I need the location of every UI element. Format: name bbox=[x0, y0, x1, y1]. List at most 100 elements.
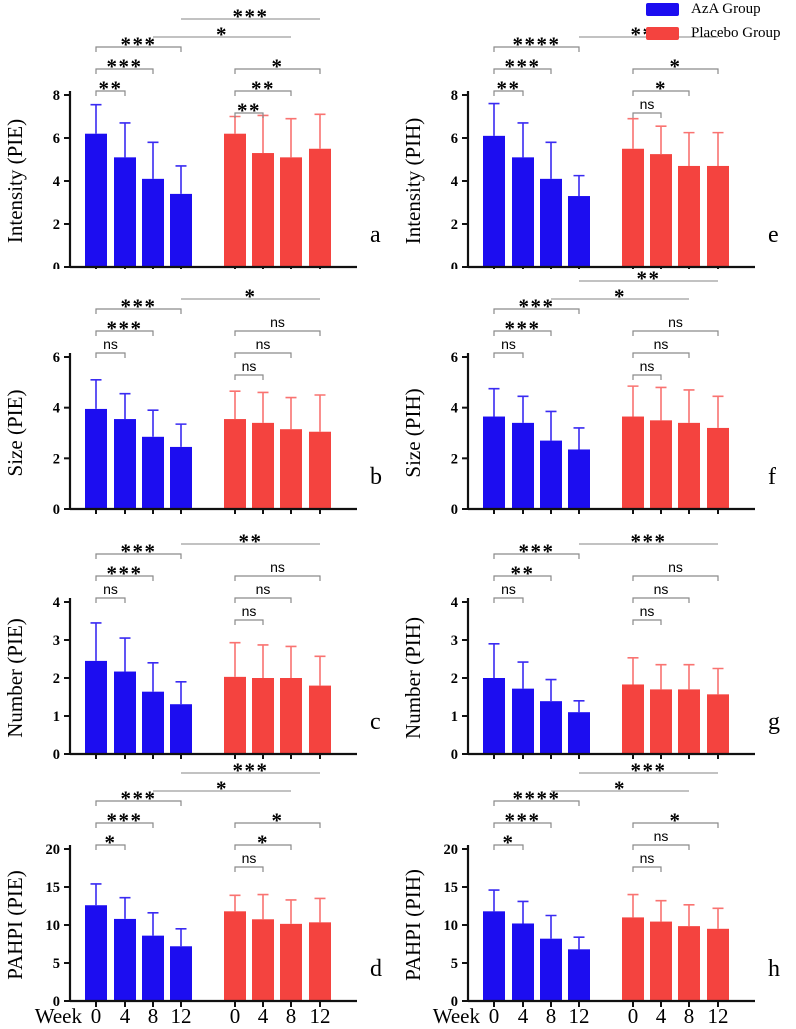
sig-bracket-aza-w0-vs-w4 bbox=[95, 90, 126, 96]
y-tick-label-3: 3 bbox=[53, 633, 60, 649]
bar-aza-week0 bbox=[85, 133, 107, 267]
sig-label-aza-w0-vs-w12: *** bbox=[519, 295, 555, 319]
bar-placebo-week12 bbox=[707, 427, 729, 509]
error-bar-aza-week8 bbox=[147, 409, 159, 437]
error-bar-aza-week8 bbox=[545, 410, 557, 441]
bar-placebo-week8 bbox=[678, 926, 700, 1001]
y-tick-label-0: 0 bbox=[53, 502, 60, 514]
sig-label-placebo-w0-vs-w4: ns bbox=[640, 96, 655, 112]
sig-bracket-placebo-w0-vs-w4 bbox=[234, 112, 264, 118]
sig-bracket-placebo-w0-vs-w8 bbox=[234, 352, 292, 358]
sig-label-placebo-w0-vs-w12: ns bbox=[668, 314, 683, 330]
y-axis-title: PAHPI (PIE) bbox=[3, 870, 27, 980]
sig-bracket-placebo-w0-vs-w8 bbox=[632, 90, 690, 96]
bar-placebo-week8 bbox=[678, 165, 700, 267]
error-bar-placebo-week4 bbox=[257, 893, 269, 920]
x-tick-label-week-12: 12 bbox=[171, 1004, 192, 1028]
bar-aza-week8 bbox=[540, 178, 562, 267]
bar-aza-week12 bbox=[170, 446, 192, 509]
x-axis-prefix-label: Week bbox=[433, 1004, 481, 1028]
sig-label-placebo-w0-vs-w12: * bbox=[670, 55, 682, 79]
error-bar-aza-week0 bbox=[488, 889, 500, 912]
sig-label-aza-w0-vs-w8: *** bbox=[505, 55, 541, 79]
y-tick-label-0: 0 bbox=[451, 994, 458, 1010]
bar-aza-week8 bbox=[142, 691, 164, 754]
y-tick-label-6: 6 bbox=[451, 131, 458, 147]
bar-aza-week0 bbox=[85, 660, 107, 754]
bar-placebo-week12 bbox=[707, 694, 729, 754]
bar-placebo-week4 bbox=[650, 921, 672, 1001]
y-tick-label-2: 2 bbox=[53, 217, 60, 233]
sig-bracket-aza-w0-vs-w4 bbox=[493, 844, 524, 850]
error-bar-placebo-week12 bbox=[314, 655, 326, 686]
sig-label-aza-w0-vs-w4: ns bbox=[501, 581, 516, 597]
sig-label-between-w12: ** bbox=[239, 530, 263, 554]
error-bar-aza-week12 bbox=[573, 427, 585, 450]
sig-label-placebo-w0-vs-w8: ns bbox=[256, 336, 271, 352]
x-tick-label-week-8: 8 bbox=[684, 1004, 695, 1028]
bar-placebo-week12 bbox=[309, 922, 331, 1001]
x-tick-label-week-4: 4 bbox=[656, 1004, 667, 1028]
y-tick-label-2: 2 bbox=[53, 671, 60, 687]
y-tick-label-8: 8 bbox=[53, 88, 60, 104]
y-tick-label-4: 4 bbox=[451, 595, 458, 611]
sig-label-aza-w0-vs-w8: ** bbox=[511, 562, 535, 586]
y-tick-label-10: 10 bbox=[444, 918, 459, 934]
y-axis-title: Number (PIE) bbox=[3, 618, 27, 738]
error-bar-placebo-week8 bbox=[285, 396, 297, 430]
bar-aza-week12 bbox=[568, 949, 590, 1001]
error-bar-aza-week4 bbox=[119, 122, 131, 158]
sig-bracket-aza-w0-vs-w12 bbox=[95, 800, 182, 806]
sig-label-between-w8: * bbox=[614, 285, 626, 309]
sig-bracket-aza-w0-vs-w8 bbox=[95, 330, 154, 336]
bar-placebo-week0 bbox=[622, 917, 644, 1001]
aza-color-swatch-icon bbox=[646, 3, 679, 16]
error-bar-aza-week12 bbox=[175, 165, 187, 194]
bar-placebo-week8 bbox=[280, 678, 302, 754]
x-tick-label-week-4: 4 bbox=[518, 1004, 529, 1028]
sig-label-aza-w0-vs-w12: *** bbox=[121, 33, 157, 57]
x-tick-label-week-8: 8 bbox=[546, 1004, 557, 1028]
error-bar-aza-week12 bbox=[175, 928, 187, 947]
sig-label-placebo-w0-vs-w8: * bbox=[257, 831, 269, 855]
error-bar-placebo-week12 bbox=[712, 907, 724, 929]
bar-aza-week12 bbox=[568, 196, 590, 267]
error-bar-placebo-week12 bbox=[314, 394, 326, 432]
error-bar-aza-week4 bbox=[517, 900, 529, 924]
y-tick-label-6: 6 bbox=[53, 131, 60, 147]
x-tick-label-week-8: 8 bbox=[148, 1004, 159, 1028]
sig-bracket-placebo-w0-vs-w8 bbox=[632, 844, 690, 850]
sig-label-aza-w0-vs-w8: *** bbox=[107, 55, 143, 79]
error-bar-aza-week8 bbox=[147, 662, 159, 692]
bar-aza-week0 bbox=[483, 135, 505, 267]
sig-bracket-placebo-w0-vs-w4 bbox=[632, 619, 662, 625]
sig-bracket-placebo-w0-vs-w8 bbox=[632, 352, 690, 358]
bar-placebo-week0 bbox=[224, 133, 246, 267]
y-tick-label-1: 1 bbox=[451, 709, 458, 725]
y-tick-label-20: 20 bbox=[46, 842, 61, 858]
error-bar-placebo-week0 bbox=[627, 385, 639, 417]
bar-placebo-week0 bbox=[224, 419, 246, 509]
legend-label-aza: AzA Group bbox=[691, 1, 761, 17]
sig-bracket-placebo-w0-vs-w12 bbox=[632, 68, 719, 74]
sig-label-aza-w0-vs-w12: *** bbox=[519, 540, 555, 564]
bar-placebo-week4 bbox=[650, 154, 672, 267]
sig-label-aza-w0-vs-w4: ns bbox=[103, 581, 118, 597]
sig-label-between-w8: * bbox=[614, 777, 626, 801]
legend: AzA Group Placebo Group bbox=[646, 2, 781, 41]
sig-label-aza-w0-vs-w8: *** bbox=[107, 809, 143, 833]
y-tick-label-3: 3 bbox=[451, 633, 458, 649]
panel-letter-f: f bbox=[768, 464, 776, 490]
y-tick-label-6: 6 bbox=[451, 350, 458, 366]
y-tick-label-1: 1 bbox=[53, 709, 60, 725]
sig-bracket-placebo-w0-vs-w12 bbox=[234, 575, 321, 581]
error-bar-aza-week12 bbox=[175, 423, 187, 447]
bar-aza-week4 bbox=[114, 671, 136, 754]
bar-aza-week12 bbox=[170, 946, 192, 1001]
bar-aza-week8 bbox=[142, 935, 164, 1001]
sig-bracket-placebo-w0-vs-w8 bbox=[234, 90, 292, 96]
